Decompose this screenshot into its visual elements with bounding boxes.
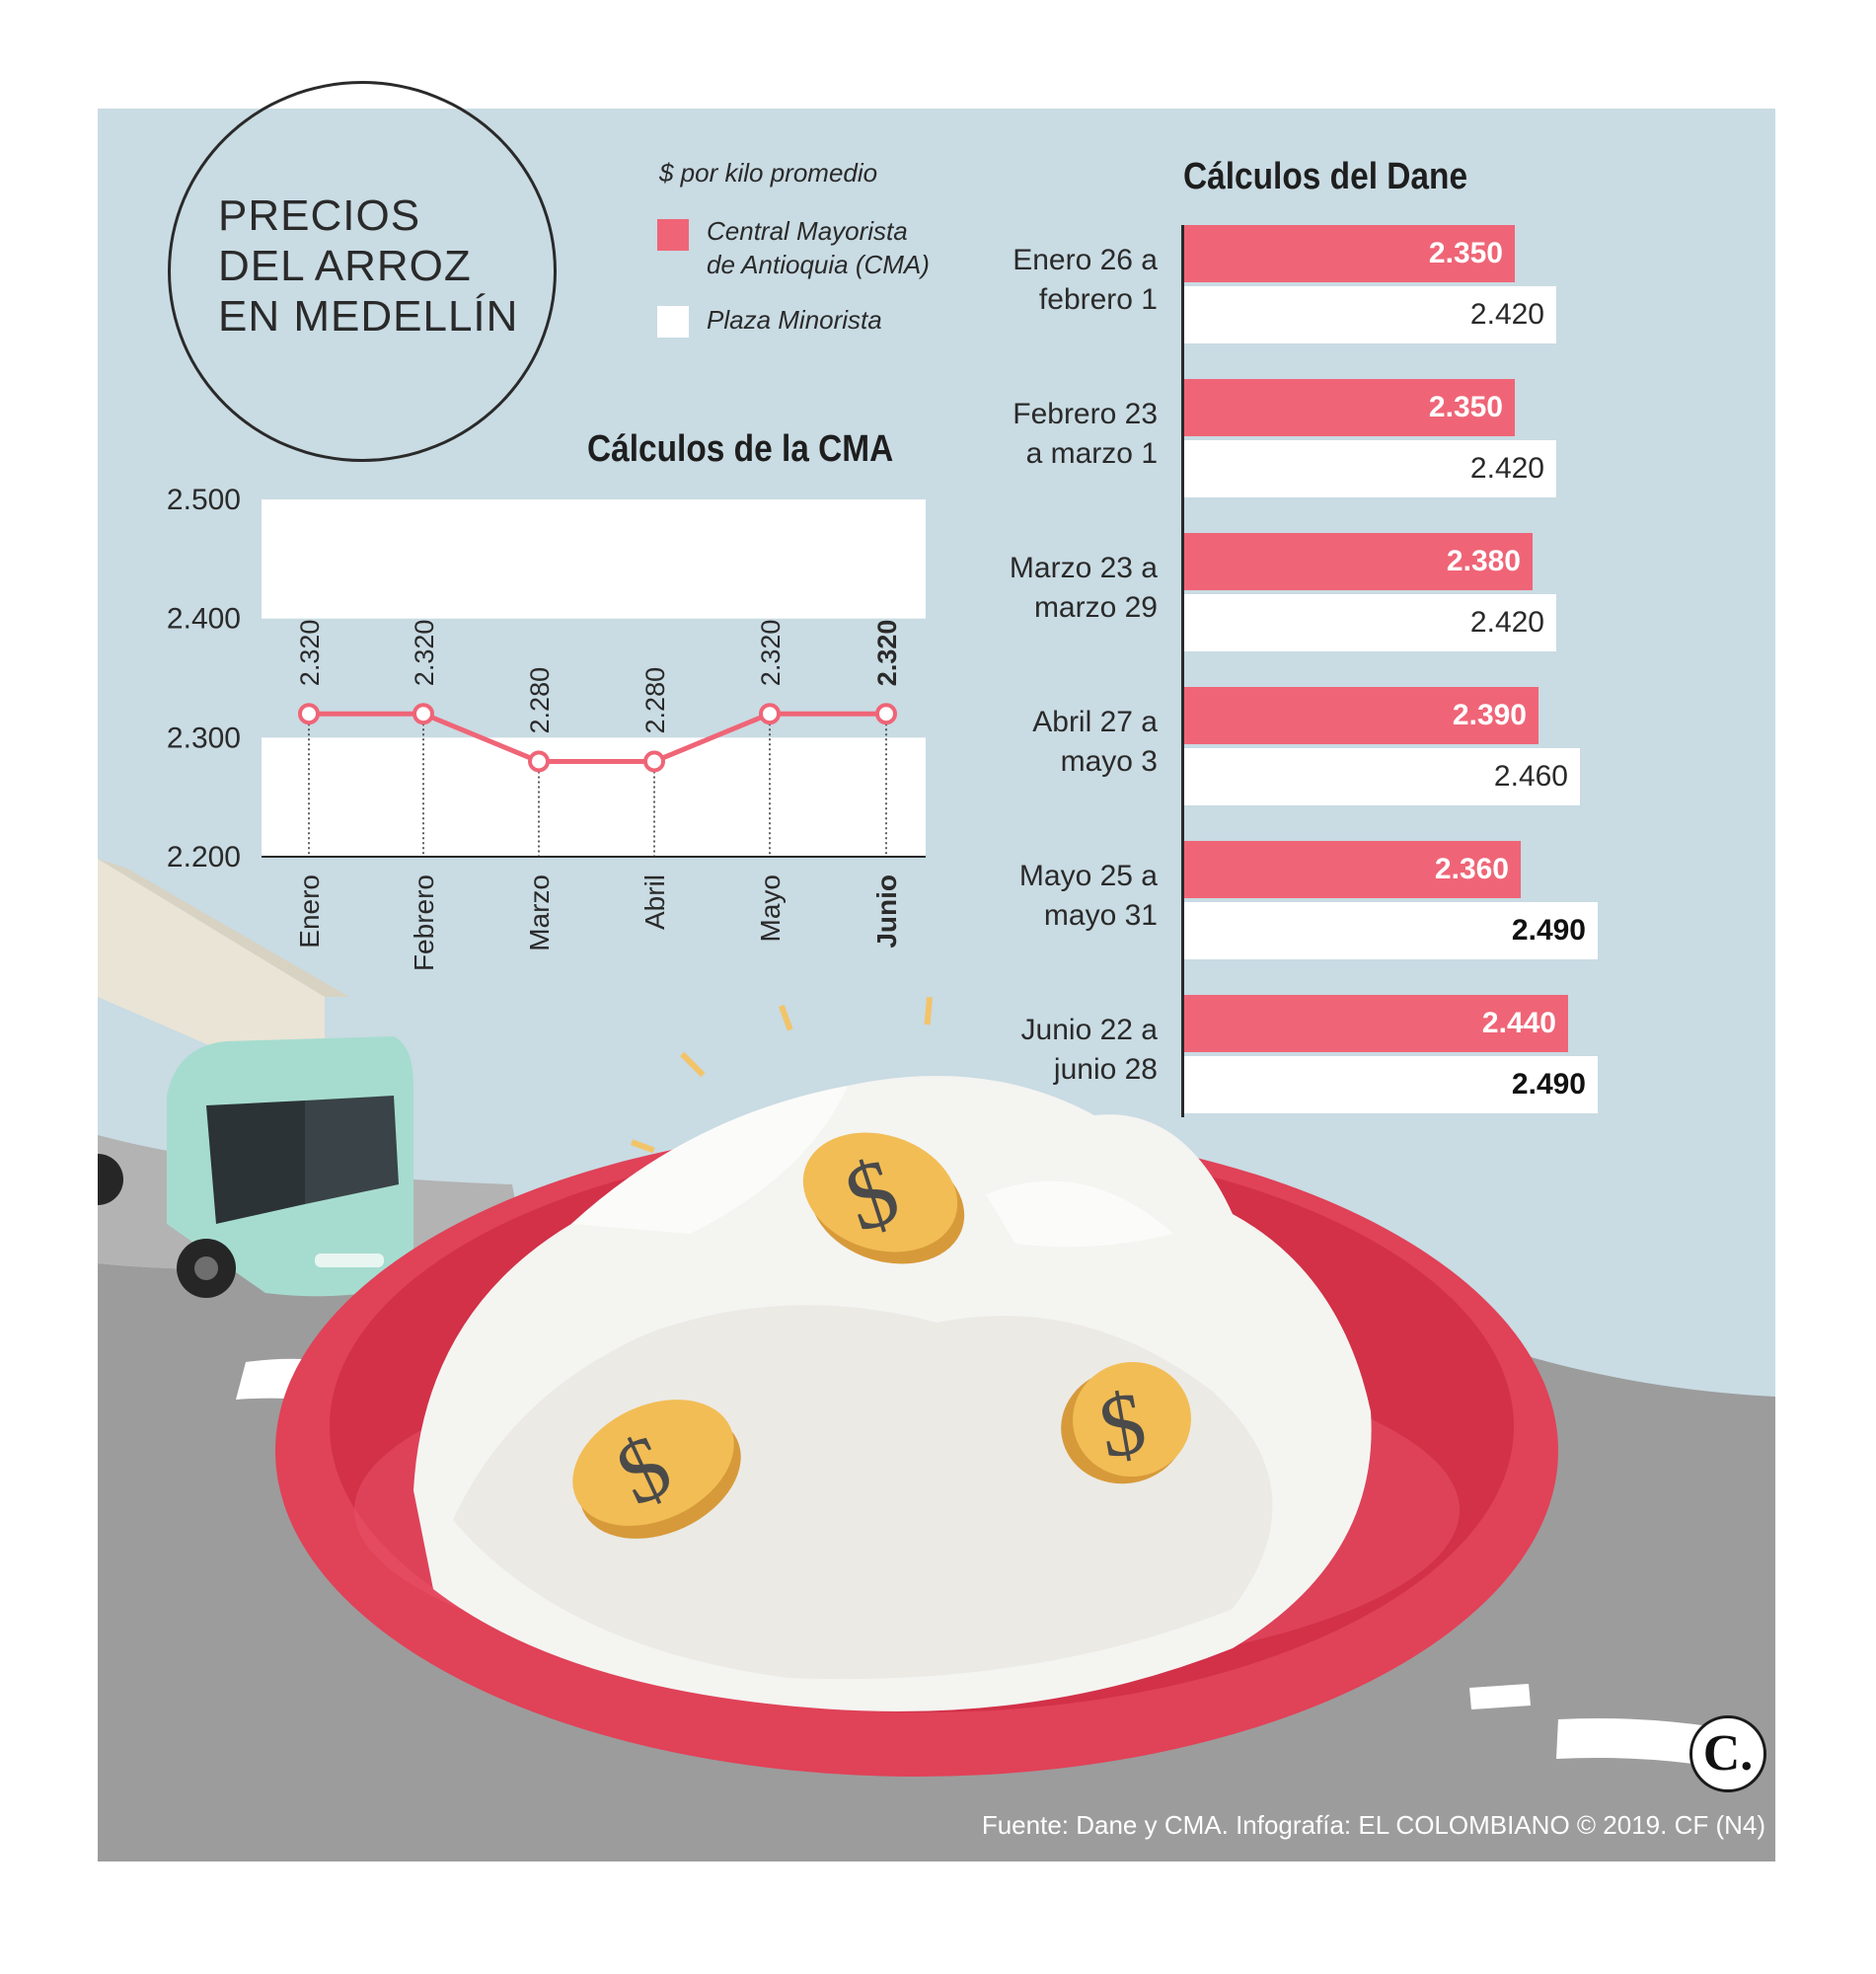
bar-value-label: 2.420 [1469,606,1544,639]
title-line-2: DEL ARROZ [218,242,472,290]
bar-value-label: 2.460 [1493,760,1568,793]
road-marking [1556,1718,1716,1767]
dane-chart-title: Cálculos del Dane [1183,156,1468,197]
coin-illustration: $ [572,1400,741,1539]
x-tick-label: Junio [871,874,902,949]
period-label: mayo 3 [1060,745,1158,778]
coin-illustration: $ [1061,1361,1191,1484]
period-label: Marzo 23 a [1009,552,1158,584]
data-point [298,703,320,725]
period-label: Enero 26 a [1013,244,1158,276]
legend-label-plaza: Plaza Minorista [707,305,882,335]
bar-value-label: 2.490 [1511,1068,1586,1101]
bar-plaza [1183,1056,1598,1113]
rice-illustration [413,1076,1372,1711]
x-tick-label: Enero [294,874,325,949]
plot-band [262,737,926,857]
period-label: a marzo 1 [1025,437,1158,470]
sparkle-decoration [631,997,933,1154]
data-label: 2.320 [756,620,786,687]
period-label: mayo 31 [1043,899,1158,932]
cma-chart-title: Cálculos de la CMA [587,428,894,470]
bar-value-label: 2.360 [1434,853,1509,885]
bar-cma [1183,533,1533,590]
data-label: 2.280 [640,667,670,734]
logo-text: C. [1702,1725,1754,1782]
x-tick-label: Marzo [524,874,555,951]
bar-value-label: 2.490 [1511,914,1586,947]
period-label: Mayo 25 a [1018,860,1158,892]
bar-cma [1183,841,1521,898]
bar-value-label: 2.350 [1428,391,1503,423]
period-label: febrero 1 [1038,283,1158,316]
x-tick-label: Febrero [409,874,439,971]
data-point [528,750,550,773]
bar-value-label: 2.420 [1469,298,1544,331]
bar-plaza [1183,440,1556,497]
road-marking [1469,1684,1531,1709]
plot-band [262,499,926,619]
period-label: junio 28 [1053,1053,1158,1086]
y-tick-label: 2.400 [167,603,241,636]
y-tick-label: 2.500 [167,484,241,516]
bar-plaza [1183,594,1556,651]
bar-value-label: 2.380 [1446,545,1521,577]
background-illustration: $ $ $ [98,859,1775,1861]
y-tick-label: 2.300 [167,721,241,754]
legend-label-cma-1: Central Mayorista [707,216,908,246]
bar-plaza [1183,286,1556,343]
data-point [875,703,897,725]
bar-plaza [1183,748,1580,805]
bar-cma [1183,995,1568,1052]
bar-value-label: 2.420 [1469,452,1544,485]
data-point [759,703,781,725]
period-label: Febrero 23 [1013,398,1158,430]
legend-unit: $ por kilo promedio [659,158,878,188]
data-point [643,750,665,773]
bar-value-label: 2.440 [1481,1007,1556,1039]
title-line-3: EN MEDELLÍN [218,292,519,341]
data-label: 2.320 [295,620,325,687]
x-tick-label: Abril [639,874,670,930]
bar-cma [1183,687,1538,744]
bar-cma [1183,225,1515,282]
bar-cma [1183,379,1515,436]
dane-axis [1181,225,1184,1117]
legend-swatch-cma [657,219,689,251]
data-point [413,703,434,725]
coin-illustration: $ [802,1132,965,1264]
x-tick-label: Mayo [755,874,786,942]
legend-swatch-plaza [657,306,689,338]
legend-label-cma-2: de Antioquia (CMA) [707,250,930,279]
period-label: Junio 22 a [1020,1014,1158,1046]
data-label: 2.320 [410,620,439,687]
period-label: Abril 27 a [1032,706,1158,738]
source-credit: Fuente: Dane y CMA. Infografía: EL COLOM… [981,1810,1765,1840]
title-circle [168,81,557,462]
el-colombiano-logo: C. [1689,1715,1766,1792]
bar-plaza [1183,902,1598,959]
data-label: 2.280 [525,667,555,734]
cma-series-line [309,711,886,764]
bar-value-label: 2.350 [1428,237,1503,269]
truck-illustration [98,859,413,1298]
y-tick-label: 2.200 [167,841,241,873]
title-line-1: PRECIOS [218,191,421,240]
data-label: 2.320 [872,620,902,687]
period-label: marzo 29 [1033,591,1158,624]
bar-value-label: 2.390 [1452,699,1527,731]
